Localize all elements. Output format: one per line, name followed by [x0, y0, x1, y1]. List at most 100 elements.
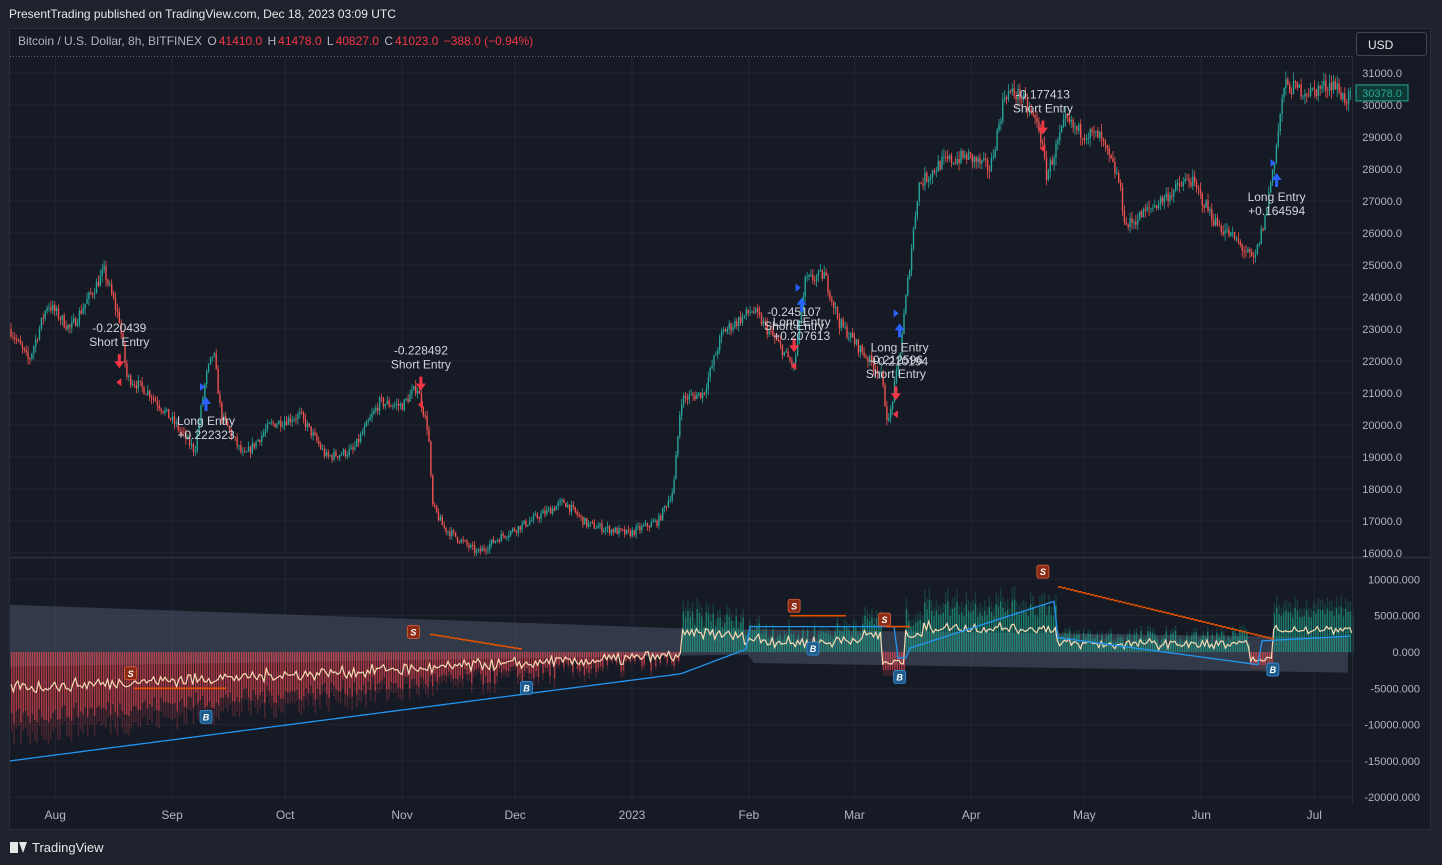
chart-frame[interactable]: [9, 28, 1431, 830]
candle: [221, 400, 223, 425]
candle: [629, 528, 632, 539]
candle-body: [749, 312, 751, 314]
stop-line-segment: [1138, 605, 1142, 608]
candle-body: [1235, 238, 1238, 240]
candle: [618, 524, 620, 538]
sell-signal-label: S: [410, 627, 416, 637]
currency-button[interactable]: USD: [1356, 32, 1427, 56]
candle: [878, 370, 880, 379]
candle: [506, 535, 508, 541]
candle: [304, 413, 307, 431]
candle: [812, 268, 814, 284]
histogram-bar-fade: [910, 619, 912, 627]
candle-body: [846, 326, 848, 338]
symbol-name[interactable]: Bitcoin / U.S. Dollar, 8h, BITFINEX: [18, 34, 203, 48]
candle-body: [966, 154, 968, 160]
candle: [521, 520, 523, 533]
stop-line-segment: [190, 687, 194, 690]
candle: [464, 539, 466, 542]
ohlc-open-label: O: [207, 34, 217, 48]
candle-body: [187, 436, 189, 440]
candle: [525, 518, 527, 528]
candle: [962, 149, 964, 160]
candle: [137, 375, 139, 393]
candle: [1271, 168, 1274, 186]
histogram-bar-fade: [172, 704, 174, 721]
histogram-bar-fade: [1004, 601, 1007, 612]
candle: [1076, 125, 1078, 135]
candle-body: [1251, 251, 1253, 257]
candle: [848, 331, 850, 342]
candle: [698, 392, 700, 398]
candle: [853, 332, 856, 348]
candle: [992, 149, 994, 161]
tradingview-brand[interactable]: TradingView: [10, 840, 104, 855]
histogram-bar: [208, 652, 211, 702]
candle-body: [82, 308, 84, 314]
candle-body: [1047, 171, 1050, 180]
histogram-bar: [360, 652, 363, 691]
candle-body: [675, 455, 677, 480]
stop-line-segment: [806, 614, 810, 617]
candle: [90, 287, 92, 296]
histogram-bar-fade: [788, 619, 790, 626]
histogram-bar-fade: [503, 669, 505, 675]
candle: [1026, 93, 1029, 118]
candle-body: [753, 311, 755, 313]
histogram-bar: [310, 652, 312, 686]
candle-body: [745, 309, 747, 316]
candle-body: [242, 451, 244, 453]
candle: [1270, 180, 1272, 194]
candle-body: [1180, 185, 1183, 187]
histogram-bar-fade: [1156, 635, 1158, 639]
histogram-bar-fade: [1062, 631, 1064, 636]
stop-line-segment: [466, 639, 470, 642]
histogram-bar-fade: [703, 620, 705, 627]
candle-body: [1349, 91, 1352, 93]
histogram-bar: [330, 652, 333, 683]
histogram-bar-fade: [793, 630, 795, 635]
candle-body: [719, 336, 721, 351]
candle: [194, 445, 196, 457]
histogram-bar-fade: [1287, 601, 1289, 612]
candle-body: [755, 308, 757, 313]
histogram-bar-fade: [786, 632, 788, 637]
candle: [302, 410, 305, 424]
candle: [361, 428, 364, 436]
candle: [536, 512, 538, 520]
short-entry-arrow-icon: [415, 376, 426, 391]
histogram-bar-fade: [960, 602, 963, 613]
candle: [449, 526, 451, 540]
histogram-bar-fade: [526, 668, 528, 674]
candle-body: [945, 156, 947, 158]
histogram-bar: [963, 616, 965, 652]
candle: [166, 408, 168, 413]
candle: [299, 407, 301, 419]
candle-body: [1315, 89, 1317, 97]
candle: [981, 159, 983, 170]
candle-body: [878, 372, 880, 375]
histogram-bar-fade: [806, 625, 809, 631]
candle: [1207, 193, 1209, 214]
candle-body: [181, 430, 183, 432]
histogram-bar-fade: [443, 674, 445, 682]
histogram-bar-fade: [1002, 597, 1004, 609]
histogram-bar: [358, 652, 360, 690]
candle: [565, 502, 567, 508]
candle: [1321, 80, 1323, 94]
stop-line-segment: [1186, 617, 1190, 619]
histogram-bar: [333, 652, 335, 686]
histogram-bar-fade: [491, 667, 494, 672]
candle: [1121, 182, 1124, 216]
candle: [633, 529, 635, 537]
histogram-bar-fade: [997, 595, 1000, 607]
candle: [363, 422, 366, 437]
candle: [1015, 91, 1017, 108]
candle-body: [523, 520, 525, 524]
histogram-bar: [1025, 611, 1027, 652]
candle-body: [983, 158, 985, 161]
candle: [783, 351, 785, 357]
histogram-bar: [917, 620, 919, 652]
histogram-bar-fade: [1172, 628, 1174, 634]
